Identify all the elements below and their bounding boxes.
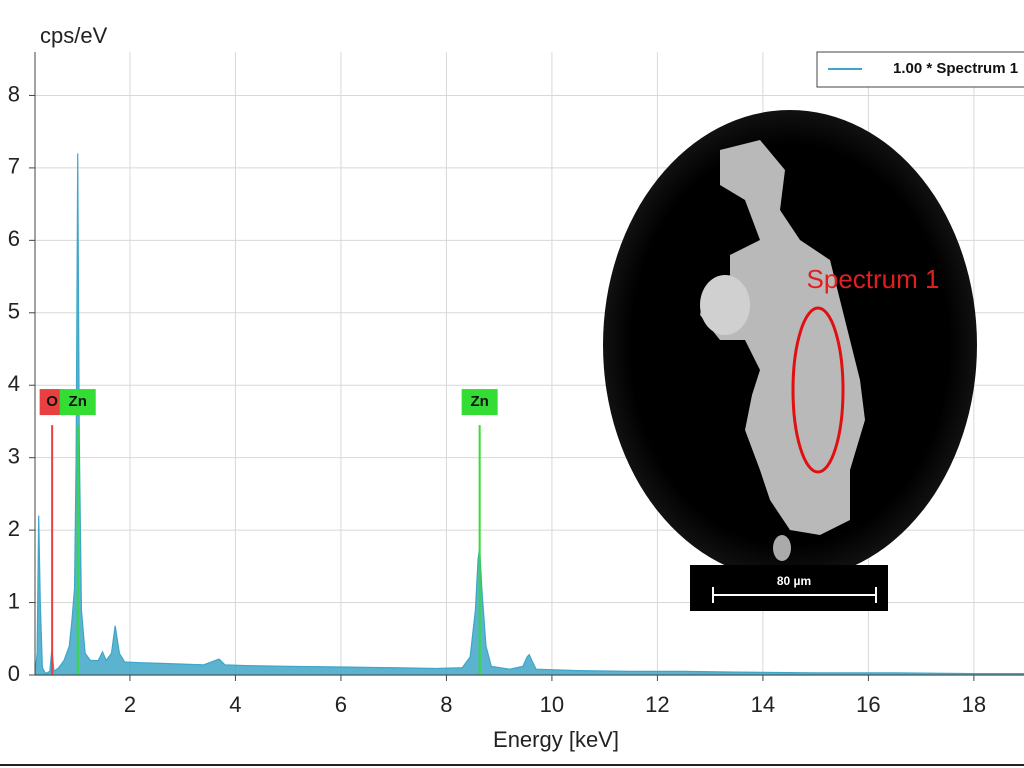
element-label-box [461, 389, 498, 416]
x-tick-label: 10 [540, 692, 564, 717]
x-tick-label: 16 [856, 692, 880, 717]
y-tick-label: 8 [8, 81, 20, 106]
x-tick-label: 18 [962, 692, 986, 717]
x-tick-label: 14 [751, 692, 775, 717]
element-label: O [46, 393, 58, 410]
scale-bar-box [690, 565, 888, 611]
x-tick-label: 8 [440, 692, 452, 717]
specimen-fragment [773, 535, 791, 561]
region-label: Spectrum 1 [807, 264, 940, 294]
y-tick-label: 5 [8, 299, 20, 324]
y-tick-label: 7 [8, 154, 20, 179]
x-tick-label: 12 [645, 692, 669, 717]
y-tick-label: 0 [8, 661, 20, 686]
y-tick-label: 2 [8, 516, 20, 541]
y-axis-label: cps/eV [40, 23, 108, 48]
legend-entry: 1.00 * Spectrum 1 [893, 60, 1018, 77]
y-tick-label: 4 [8, 371, 20, 396]
element-label-box [59, 389, 96, 416]
y-tick-label: 6 [8, 226, 20, 251]
legend: 1.00 * Spectrum 1 [816, 51, 1024, 88]
element-label: Zn [470, 393, 488, 410]
element-label: Zn [69, 393, 87, 410]
legend-box [816, 51, 1024, 88]
y-tick-label: 1 [8, 588, 20, 613]
x-tick-label: 4 [229, 692, 241, 717]
spectrum-area [34, 153, 1024, 676]
region-ellipse [791, 306, 845, 474]
sem-inset: Spectrum 1 80 µm [603, 110, 977, 611]
specimen-tip [700, 275, 750, 335]
specimen [700, 140, 865, 535]
x-axis-label: Energy [keV] [493, 727, 619, 752]
x-tick-label: 6 [335, 692, 347, 717]
scale-bar-label: 80 µm [777, 574, 811, 588]
x-tick-label: 2 [124, 692, 136, 717]
y-tick-label: 3 [8, 443, 20, 468]
